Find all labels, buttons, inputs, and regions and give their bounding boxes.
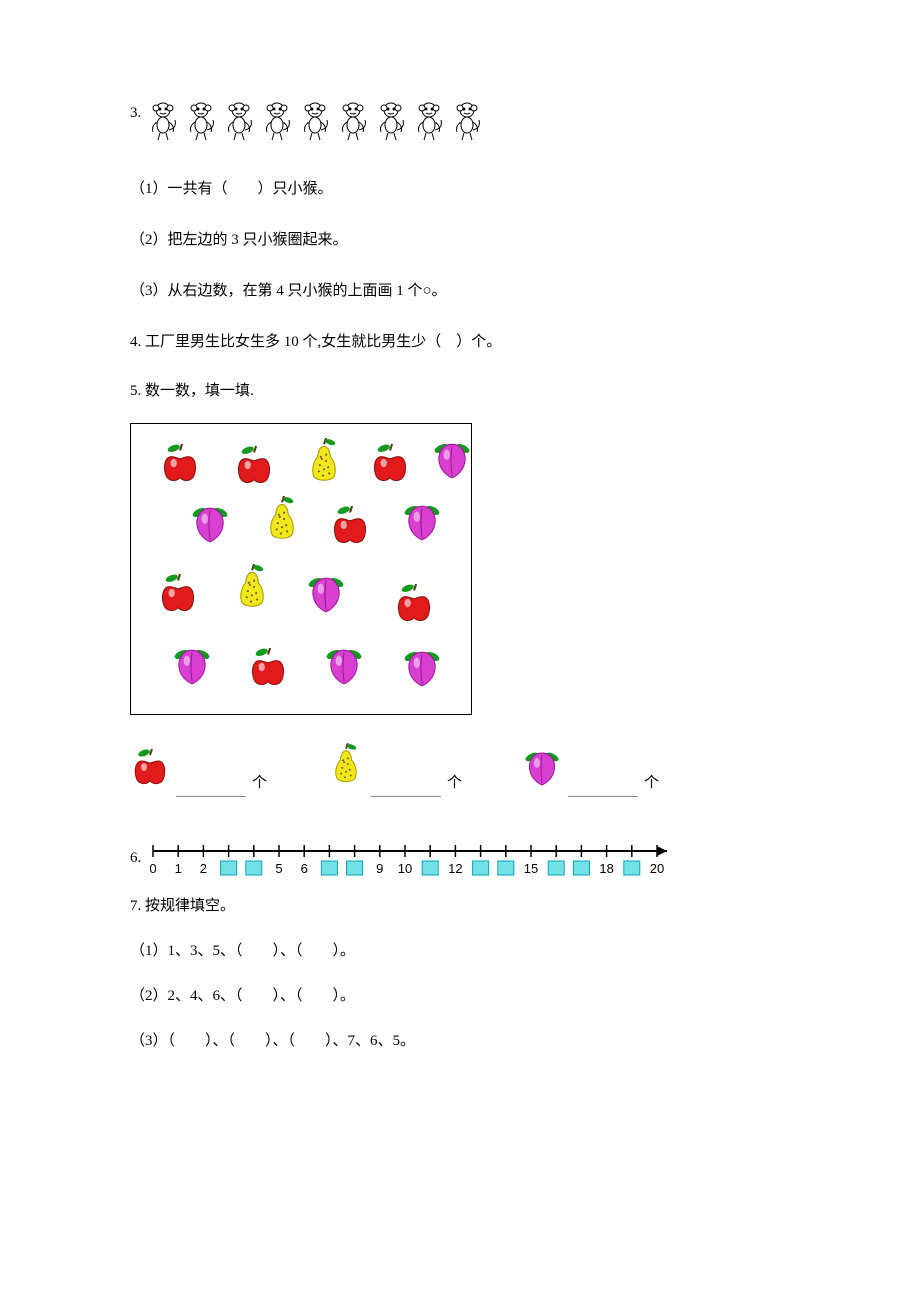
- monkey-icon: [147, 100, 179, 152]
- q6-number: 6.: [130, 845, 141, 872]
- q7-sub1: （1）1、3、5、（ ）、（ ）。: [130, 938, 790, 965]
- apple-icon: [157, 572, 199, 624]
- svg-text:1: 1: [175, 861, 182, 876]
- svg-text:9: 9: [376, 861, 383, 876]
- apple-icon: [329, 504, 371, 556]
- q3-number: 3.: [130, 100, 141, 127]
- apple-icon: [369, 442, 411, 494]
- peach-icon: [431, 438, 473, 490]
- q7-sub3: （3）（ ）、（ ）、（ ）、7、6、5。: [130, 1028, 790, 1055]
- svg-text:10: 10: [398, 861, 412, 876]
- number-line: 0125691012151820: [145, 837, 685, 887]
- svg-text:6: 6: [301, 861, 308, 876]
- pear-icon: [327, 743, 365, 797]
- monkey-icon: [413, 100, 445, 152]
- count-suffix: 个: [644, 770, 659, 797]
- peach-icon: [189, 502, 231, 554]
- q3-sub1: （1）一共有（ ）只小猴。: [130, 176, 790, 203]
- count-pear: 个: [327, 743, 462, 797]
- question-7: 7. 按规律填空。 （1）1、3、5、（ ）、（ ）。 （2）2、4、6、（ ）…: [130, 893, 790, 1055]
- blank-apple: [176, 782, 246, 797]
- count-row: 个 个 个: [130, 743, 790, 797]
- fruit-box: [130, 423, 472, 715]
- monkey-icon: [261, 100, 293, 152]
- peach-icon: [305, 572, 347, 624]
- svg-text:20: 20: [650, 861, 664, 876]
- svg-text:12: 12: [448, 861, 462, 876]
- blank-peach: [568, 782, 638, 797]
- apple-icon: [159, 442, 201, 494]
- svg-text:15: 15: [524, 861, 538, 876]
- apple-icon: [247, 646, 289, 698]
- question-4: 4. 工厂里男生比女生多 10 个,女生就比男生少（ ）个。: [130, 329, 790, 356]
- monkey-icon: [185, 100, 217, 152]
- peach-icon: [401, 646, 443, 698]
- monkey-icon: [299, 100, 331, 152]
- pear-icon: [303, 438, 345, 496]
- svg-text:5: 5: [276, 861, 283, 876]
- apple-icon: [233, 444, 275, 496]
- apple-icon: [130, 747, 170, 797]
- pear-icon: [261, 496, 303, 554]
- svg-text:0: 0: [150, 861, 157, 876]
- blank-pear: [371, 782, 441, 797]
- question-6: 6. 0125691012151820: [130, 837, 790, 887]
- svg-text:18: 18: [600, 861, 614, 876]
- monkey-row: [147, 100, 483, 152]
- peach-icon: [171, 644, 213, 696]
- q3-sub3: （3）从右边数，在第 4 只小猴的上面画 1 个○。: [130, 278, 790, 305]
- monkey-icon: [223, 100, 255, 152]
- monkey-icon: [337, 100, 369, 152]
- question-5-label: 5. 数一数，填一填.: [130, 378, 790, 405]
- peach-icon: [401, 500, 443, 552]
- count-suffix: 个: [252, 770, 267, 797]
- peach-icon: [323, 644, 365, 696]
- monkey-icon: [375, 100, 407, 152]
- q3-sub2: （2）把左边的 3 只小猴圈起来。: [130, 227, 790, 254]
- count-peach: 个: [522, 747, 659, 797]
- svg-text:2: 2: [200, 861, 207, 876]
- count-suffix: 个: [447, 770, 462, 797]
- pear-icon: [231, 564, 273, 622]
- peach-icon: [522, 747, 562, 797]
- q7-label: 7. 按规律填空。: [130, 893, 790, 920]
- monkey-icon: [451, 100, 483, 152]
- question-3: 3.: [130, 100, 790, 152]
- apple-icon: [393, 582, 435, 634]
- count-apple: 个: [130, 747, 267, 797]
- q7-sub2: （2）2、4、6、（ ）、（ ）。: [130, 983, 790, 1010]
